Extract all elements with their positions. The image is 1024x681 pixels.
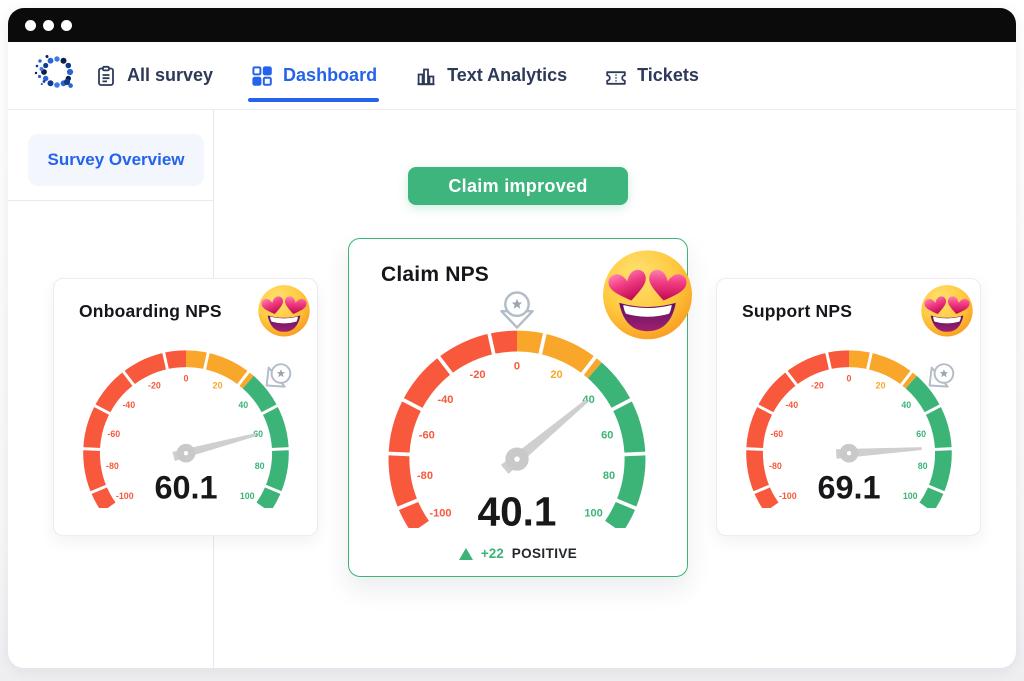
heart-eyes-emoji-icon	[919, 282, 975, 338]
svg-text:60: 60	[253, 429, 263, 439]
ticket-icon	[606, 70, 626, 85]
svg-text:-20: -20	[811, 380, 824, 390]
svg-text:-60: -60	[107, 429, 120, 439]
nps-gauge: -100 -80 -60 -40 -20 0 20 40 60 80 100 60.1	[66, 345, 306, 509]
nav-tab-all-survey[interactable]: All survey	[94, 64, 213, 88]
claim-improved-button[interactable]: Claim improved	[408, 167, 628, 205]
delta-value: +22	[480, 546, 504, 561]
svg-text:-80: -80	[417, 470, 433, 482]
svg-text:-60: -60	[770, 429, 783, 439]
svg-text:-60: -60	[419, 430, 435, 442]
svg-text:60: 60	[601, 430, 613, 442]
svg-text:40: 40	[238, 400, 248, 410]
heart-eyes-emoji-icon	[599, 245, 696, 342]
page-body: Survey Overview Claim improved Onboardin…	[8, 110, 1016, 668]
svg-text:40: 40	[901, 400, 911, 410]
svg-text:69.1: 69.1	[817, 469, 880, 505]
svg-text:20: 20	[550, 369, 562, 381]
card-title: Support NPS	[742, 301, 853, 321]
svg-text:-100: -100	[429, 507, 451, 519]
svg-text:80: 80	[255, 461, 265, 471]
svg-text:-80: -80	[769, 461, 782, 471]
svg-text:-80: -80	[106, 461, 119, 471]
bar-chart-icon	[417, 68, 435, 85]
svg-text:40.1: 40.1	[478, 489, 557, 528]
svg-text:60.1: 60.1	[154, 469, 217, 505]
svg-text:20: 20	[876, 380, 886, 390]
svg-text:-100: -100	[116, 491, 134, 501]
nps-gauge: -100 -80 -60 -40 -20 0 20 40 60 80 100 69.1	[729, 345, 969, 509]
heart-eyes-emoji-icon	[256, 282, 312, 338]
window-dot	[61, 19, 72, 31]
window-titlebar	[8, 8, 1016, 42]
nav-tab-label: Tickets	[637, 65, 699, 85]
sidebar-item-survey-overview[interactable]: Survey Overview	[28, 134, 204, 186]
svg-text:80: 80	[603, 470, 615, 482]
nav-tab-dashboard[interactable]: Dashboard	[248, 64, 380, 102]
grid-icon	[252, 65, 272, 86]
window-dot	[43, 19, 54, 31]
delta-label: POSITIVE	[511, 546, 578, 561]
nav-tab-tickets[interactable]: Tickets	[604, 64, 699, 88]
svg-text:60: 60	[916, 429, 926, 439]
svg-text:100: 100	[903, 491, 918, 501]
q-dots-logo-icon	[34, 55, 74, 88]
nav-tab-label: Dashboard	[283, 65, 378, 85]
svg-text:0: 0	[514, 360, 520, 372]
nav-tab-label: Text Analytics	[447, 65, 568, 85]
svg-text:-100: -100	[779, 491, 797, 501]
claim-nps-card: Claim NPS -100 -80 -60 -40 -20 0 20 40 60 80 100 40…	[348, 238, 688, 577]
clipboard-icon	[98, 65, 114, 86]
svg-text:100: 100	[584, 507, 602, 519]
svg-text:-40: -40	[122, 400, 135, 410]
svg-text:0: 0	[184, 373, 189, 383]
nps-gauge: -100 -80 -60 -40 -20 0 20 40 60 80 100 40.1	[367, 287, 667, 528]
nav-tab-text-analytics[interactable]: Text Analytics	[414, 64, 567, 88]
onboarding-nps-card: Onboarding NPS -100 -80 -60 -40 -20 0 20 40 60 80…	[53, 278, 318, 536]
app-logo[interactable]	[32, 51, 76, 100]
svg-text:-20: -20	[470, 369, 486, 381]
nav-tab-label: All survey	[127, 65, 214, 85]
svg-text:-40: -40	[437, 394, 453, 406]
svg-text:-40: -40	[785, 400, 798, 410]
card-title: Claim NPS	[381, 263, 489, 286]
sidebar-item-label: Survey Overview	[47, 150, 185, 169]
card-title: Onboarding NPS	[79, 301, 222, 321]
browser-window: All survey Dashboard Text Analytics	[8, 8, 1016, 668]
svg-text:20: 20	[213, 380, 223, 390]
top-navigation: All survey Dashboard Text Analytics	[8, 42, 1016, 110]
svg-text:0: 0	[847, 373, 852, 383]
nps-delta-row: +22 POSITIVE	[349, 546, 687, 561]
support-nps-card: Support NPS -100 -80 -60 -40 -20 0 20 40 60 80 100…	[716, 278, 981, 536]
sidebar-divider	[8, 200, 214, 201]
svg-text:80: 80	[918, 461, 928, 471]
up-triangle-icon	[458, 547, 473, 560]
svg-text:100: 100	[240, 491, 255, 501]
svg-text:-20: -20	[148, 380, 161, 390]
window-dot	[25, 19, 36, 31]
